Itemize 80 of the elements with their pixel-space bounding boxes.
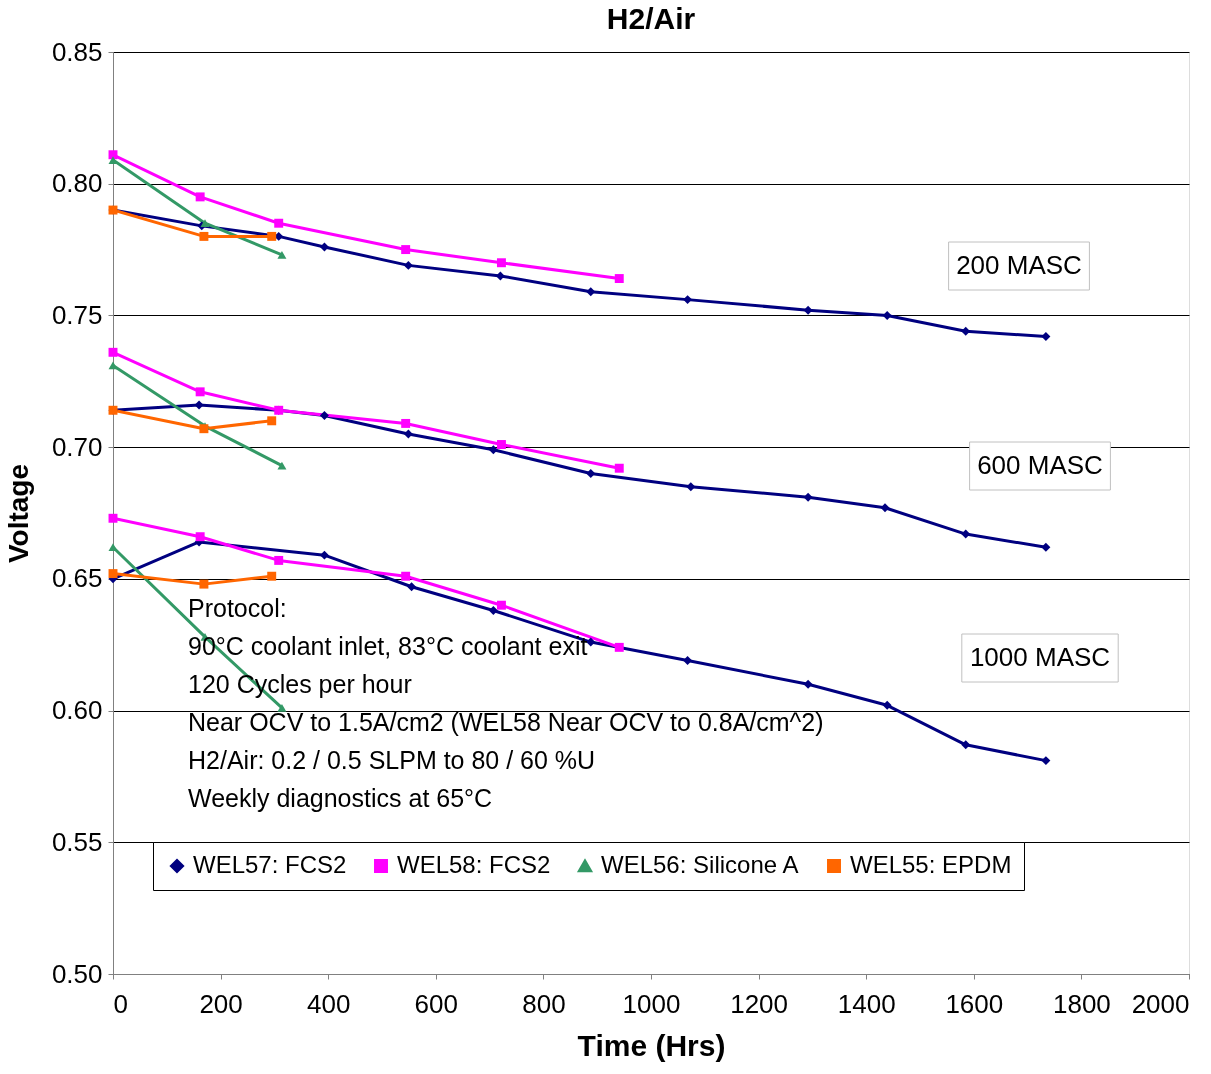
y-tick-label: 0.60 bbox=[51, 695, 103, 726]
y-tick-label: 0.85 bbox=[51, 36, 103, 67]
x-tick-label: 1400 bbox=[837, 988, 896, 1019]
point bbox=[683, 295, 693, 305]
annotation: 200 MASC bbox=[956, 250, 1082, 280]
point bbox=[274, 555, 284, 565]
point bbox=[586, 287, 596, 297]
point bbox=[803, 305, 813, 315]
annotation: 600 MASC bbox=[977, 450, 1103, 480]
point bbox=[195, 387, 205, 397]
y-tick-label: 0.70 bbox=[51, 431, 103, 462]
point bbox=[199, 231, 209, 241]
y-tick-label: 0.50 bbox=[51, 958, 103, 989]
x-tick-label: 200 bbox=[199, 988, 243, 1019]
x-tick-label: 600 bbox=[414, 988, 458, 1019]
x-tick-label: 1000 bbox=[622, 988, 681, 1019]
x-tick-label: 1200 bbox=[730, 988, 789, 1019]
point bbox=[319, 411, 329, 420]
point bbox=[407, 582, 417, 592]
point bbox=[1041, 756, 1051, 766]
y-tick-label: 0.80 bbox=[51, 168, 103, 199]
point bbox=[199, 424, 209, 434]
x-tick-label: 2000 bbox=[1131, 988, 1190, 1019]
point bbox=[803, 679, 813, 689]
chart-title: H2/Air bbox=[606, 2, 696, 35]
point bbox=[686, 482, 696, 492]
point bbox=[277, 704, 287, 712]
point bbox=[108, 569, 118, 579]
point bbox=[488, 445, 498, 455]
point bbox=[267, 571, 277, 581]
point bbox=[1041, 542, 1051, 552]
point bbox=[961, 529, 971, 539]
point bbox=[195, 192, 205, 202]
point bbox=[267, 231, 277, 241]
point bbox=[319, 242, 329, 252]
point bbox=[882, 310, 892, 320]
point bbox=[403, 429, 413, 439]
point bbox=[401, 571, 411, 581]
x-tick-label: 0 bbox=[113, 988, 128, 1019]
point bbox=[586, 469, 596, 478]
point bbox=[614, 463, 624, 473]
point bbox=[194, 400, 204, 410]
point bbox=[403, 260, 413, 270]
point bbox=[488, 606, 498, 615]
point bbox=[274, 218, 284, 228]
point bbox=[614, 274, 624, 284]
point bbox=[882, 700, 892, 710]
point bbox=[267, 416, 277, 426]
point bbox=[880, 503, 890, 513]
point bbox=[195, 532, 205, 542]
point bbox=[199, 579, 209, 589]
point bbox=[496, 440, 506, 449]
x-tick-label: 1600 bbox=[945, 988, 1004, 1019]
y-tick-label: 0.75 bbox=[51, 299, 103, 330]
y-axis-title: Voltage bbox=[2, 463, 34, 564]
point bbox=[108, 361, 118, 370]
point bbox=[401, 418, 411, 428]
point bbox=[1041, 332, 1051, 341]
point bbox=[108, 543, 118, 552]
legend-label: WEL58: FCS2 bbox=[397, 851, 551, 878]
x-tick-label: 400 bbox=[307, 988, 351, 1019]
point bbox=[401, 245, 411, 255]
point bbox=[614, 642, 624, 652]
legend-label: WEL57: FCS2 bbox=[193, 851, 347, 878]
legend-label: WEL55: EPDM bbox=[850, 851, 1012, 878]
point bbox=[961, 740, 971, 750]
x-axis-title: Time (Hrs) bbox=[577, 1028, 726, 1062]
point bbox=[108, 347, 118, 357]
y-tick-label: 0.65 bbox=[51, 563, 103, 594]
point bbox=[496, 600, 506, 610]
point bbox=[803, 492, 813, 502]
legend-label: WEL56: Silicone A bbox=[601, 851, 799, 878]
annotation: 1000 MASC bbox=[969, 642, 1111, 672]
y-tick-label: 0.55 bbox=[51, 826, 103, 857]
x-tick-label: 800 bbox=[522, 988, 566, 1019]
point bbox=[277, 250, 287, 259]
x-tick-label: 1800 bbox=[1052, 988, 1111, 1019]
point bbox=[683, 656, 693, 665]
point bbox=[108, 513, 118, 523]
point bbox=[496, 258, 506, 268]
